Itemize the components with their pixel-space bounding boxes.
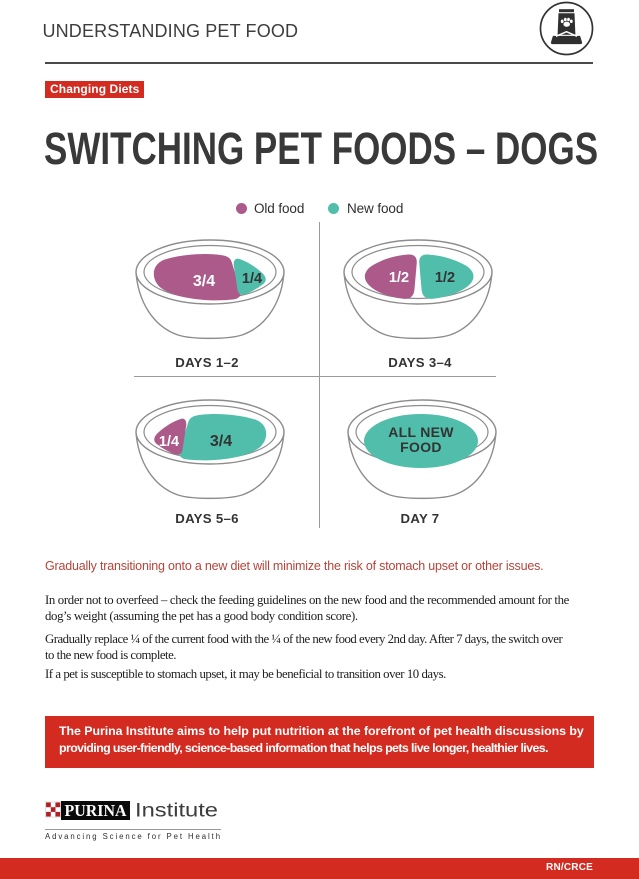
svg-text:1/4: 1/4 <box>159 434 179 450</box>
svg-text:FOOD: FOOD <box>400 439 442 455</box>
svg-text:1/4: 1/4 <box>242 271 262 287</box>
svg-text:3/4: 3/4 <box>193 273 215 290</box>
svg-text:Institute: Institute <box>135 801 218 821</box>
svg-text:ALL NEW: ALL NEW <box>388 424 454 440</box>
svg-text:1/2: 1/2 <box>389 270 409 286</box>
svg-text:1/2: 1/2 <box>435 270 455 286</box>
svg-text:3/4: 3/4 <box>210 433 232 450</box>
svg-text:PURINA: PURINA <box>65 801 128 820</box>
